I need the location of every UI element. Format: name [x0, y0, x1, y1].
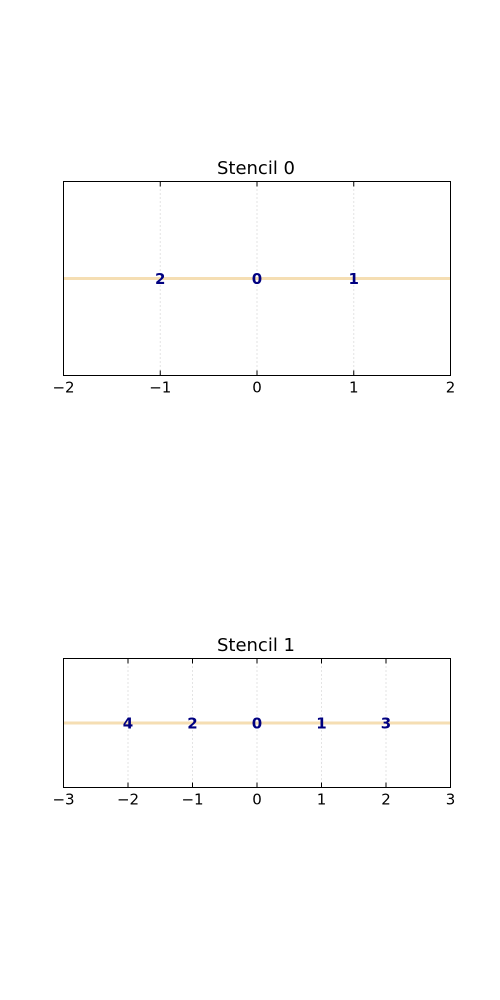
stencil-1-chart: Stencil 1 −3 −2 −1 0 1 2 3 4 2 0 1 3 — [52, 635, 455, 809]
point-label: 1 — [349, 270, 359, 288]
x-tick-label: 1 — [349, 379, 359, 397]
x-tick-label: −2 — [117, 791, 139, 809]
x-tick-label: −1 — [181, 791, 203, 809]
x-tick-label: −3 — [52, 791, 74, 809]
point-label: 2 — [187, 715, 197, 733]
point-label: 3 — [381, 715, 391, 733]
point-label: 0 — [252, 715, 262, 733]
chart-title: Stencil 1 — [217, 635, 295, 656]
x-tick-label: 3 — [446, 791, 456, 809]
chart-title: Stencil 0 — [217, 158, 295, 179]
point-label: 1 — [316, 715, 326, 733]
x-axis: −3 −2 −1 0 1 2 3 — [52, 658, 456, 809]
x-tick-label: −1 — [149, 379, 171, 397]
x-axis: −2 −1 0 1 2 — [52, 181, 456, 397]
data-points: 2 0 1 — [155, 270, 359, 288]
x-tick-label: 2 — [446, 379, 456, 397]
x-tick-label: 0 — [252, 379, 262, 397]
point-label: 0 — [252, 270, 262, 288]
stencil-0-chart: Stencil 0 −2 −1 0 1 2 2 0 1 — [52, 158, 455, 397]
x-tick-label: 1 — [317, 791, 327, 809]
x-tick-label: 2 — [381, 791, 391, 809]
point-label: 4 — [123, 715, 133, 733]
x-tick-label: −2 — [52, 379, 74, 397]
x-tick-label: 0 — [252, 791, 262, 809]
data-points: 4 2 0 1 3 — [123, 715, 391, 733]
point-label: 2 — [155, 270, 165, 288]
